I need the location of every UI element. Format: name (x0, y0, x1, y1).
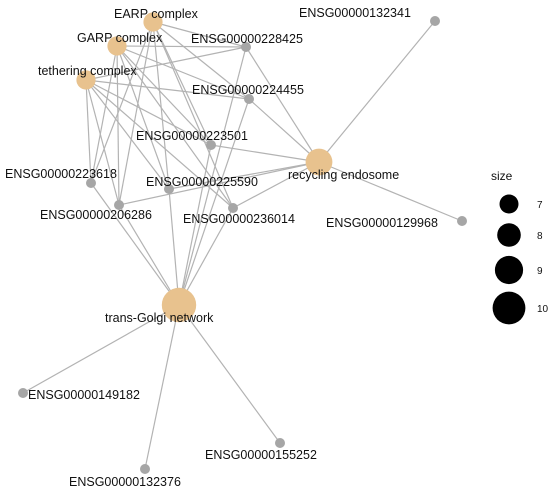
edge-tgn-g132376 (144, 304, 180, 470)
term-node-tgn (161, 287, 197, 323)
term-node-earp (143, 12, 163, 32)
edge-earp-g223618 (90, 21, 154, 184)
gene-node-g149182 (18, 388, 28, 398)
edge-tgn-g149182 (22, 304, 180, 394)
legend-label-10: 10 (537, 304, 549, 315)
edge-tether-g236014 (85, 79, 234, 209)
edge-tgn-g228425 (178, 46, 247, 306)
node-label-g223618: ENSG00000223618 (5, 167, 117, 181)
term-node-recycling (305, 148, 333, 176)
edge-earp-g223501 (152, 21, 212, 146)
gene-node-g155252 (275, 438, 285, 448)
edge-tgn-g223618 (90, 182, 180, 306)
node-label-g132376: ENSG00000132376 (69, 475, 181, 489)
edge-recycling-g236014 (232, 161, 320, 209)
edge-recycling-g223501 (210, 144, 320, 163)
edge-tether-g224455 (85, 79, 250, 100)
node-label-garp: GARP complex (77, 31, 163, 45)
node-label-tether: tethering complex (38, 64, 137, 78)
edge-garp-g225590 (116, 45, 170, 190)
node-label-g224455: ENSG00000224455 (192, 83, 304, 97)
edge-recycling-g225590 (168, 161, 320, 190)
term-node-tether (76, 70, 96, 90)
node-label-g225590: ENSG00000225590 (146, 175, 258, 189)
node-label-g132341: ENSG00000132341 (299, 6, 411, 20)
edge-garp-g206286 (116, 45, 120, 206)
network-labels: EARP complex GARP complex tethering comple… (5, 6, 438, 489)
gene-node-g223618 (86, 178, 96, 188)
edge-recycling-g129968 (318, 161, 463, 222)
edge-garp-g223501 (116, 45, 212, 146)
gene-node-g223501 (206, 140, 216, 150)
node-label-g129968: ENSG00000129968 (326, 216, 438, 230)
edge-recycling-g132341 (318, 20, 436, 163)
edge-garp-g228425 (116, 45, 247, 48)
edge-tgn-g223501 (178, 144, 212, 306)
network-edges (22, 20, 463, 470)
edge-garp-g223618 (90, 45, 118, 184)
node-label-g223501: ENSG00000223501 (136, 129, 248, 143)
edge-tgn-g236014 (178, 207, 234, 306)
edge-recycling-g206286 (118, 161, 320, 206)
legend-circle-9 (494, 255, 524, 285)
edge-earp-g206286 (118, 21, 154, 206)
node-label-g155252: ENSG00000155252 (205, 448, 317, 462)
edge-tether-g228425 (85, 46, 247, 81)
size-legend: size 7 8 9 10 (491, 169, 549, 325)
legend-items: 7 8 9 10 (492, 194, 549, 325)
legend-circle-8 (497, 223, 521, 247)
gene-node-g132341 (430, 16, 440, 26)
node-label-g206286: ENSG00000206286 (40, 208, 152, 222)
edge-recycling-g224455 (248, 98, 320, 163)
gene-node-g225590 (164, 184, 174, 194)
gene-node-g132376 (140, 464, 150, 474)
node-label-g236014: ENSG00000236014 (183, 212, 295, 226)
edge-recycling-g228425 (245, 46, 320, 163)
edge-tether-g223501 (85, 79, 212, 146)
edge-tgn-g155252 (178, 304, 281, 444)
gene-node-g228425 (241, 42, 251, 52)
network-nodes (18, 12, 467, 474)
term-node-garp (107, 36, 127, 56)
node-label-recycling: recycling endosome (288, 168, 399, 182)
edge-tether-g223618 (85, 79, 92, 184)
edge-earp-g224455 (152, 21, 250, 100)
edge-tether-g206286 (85, 79, 120, 206)
legend-circle-10 (492, 291, 526, 325)
legend-label-7: 7 (537, 200, 543, 211)
edge-earp-g236014 (152, 21, 234, 209)
legend-circle-7 (499, 194, 519, 214)
node-label-g149182: ENSG00000149182 (28, 388, 140, 402)
edge-earp-g228425 (152, 21, 247, 48)
edge-tether-g225590 (85, 79, 170, 190)
node-label-tgn: trans-Golgi network (105, 311, 214, 325)
node-label-earp: EARP complex (114, 7, 199, 21)
edge-tgn-g224455 (178, 98, 250, 306)
gene-node-g224455 (244, 94, 254, 104)
edge-earp-g225590 (152, 21, 170, 190)
gene-node-g206286 (114, 200, 124, 210)
node-label-g228425: ENSG00000228425 (191, 32, 303, 46)
gene-node-g129968 (457, 216, 467, 226)
edge-tgn-g206286 (118, 204, 180, 306)
legend-label-9: 9 (537, 266, 543, 277)
edge-garp-g224455 (116, 45, 250, 100)
legend-label-8: 8 (537, 231, 543, 242)
gene-node-g236014 (228, 203, 238, 213)
legend-title: size (491, 169, 513, 183)
edge-tgn-g225590 (168, 188, 180, 306)
